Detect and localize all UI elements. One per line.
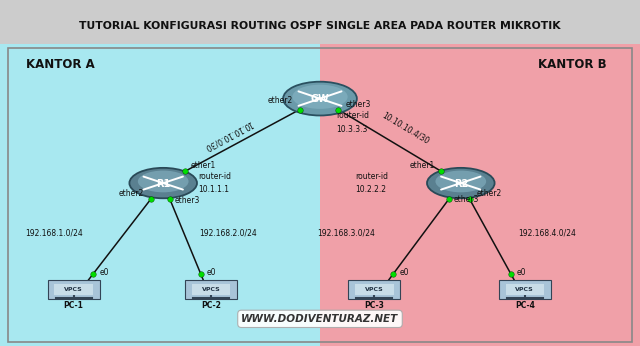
Text: 10.10.10.4/30: 10.10.10.4/30	[380, 110, 431, 145]
FancyBboxPatch shape	[186, 280, 237, 299]
Text: ether1: ether1	[190, 161, 216, 170]
Text: VPCS: VPCS	[202, 287, 221, 292]
Text: VPCS: VPCS	[64, 287, 83, 292]
Text: PC-3: PC-3	[364, 301, 385, 310]
Ellipse shape	[138, 171, 189, 192]
Text: ether2: ether2	[268, 96, 293, 105]
Text: KANTOR B: KANTOR B	[538, 58, 606, 71]
Text: ether1: ether1	[410, 161, 435, 170]
Text: VPCS: VPCS	[515, 287, 534, 292]
Text: 10.1.1.1: 10.1.1.1	[198, 185, 229, 194]
Text: ether3: ether3	[175, 196, 200, 205]
Text: R1: R1	[156, 179, 170, 189]
Ellipse shape	[129, 168, 197, 198]
Ellipse shape	[427, 168, 495, 198]
Text: PC-2: PC-2	[201, 301, 221, 310]
Text: TUTORIAL KONFIGURASI ROUTING OSPF SINGLE AREA PADA ROUTER MIKROTIK: TUTORIAL KONFIGURASI ROUTING OSPF SINGLE…	[79, 21, 561, 31]
Text: ether2: ether2	[119, 189, 144, 198]
FancyBboxPatch shape	[355, 284, 394, 295]
FancyBboxPatch shape	[192, 284, 230, 295]
Text: 192.168.4.0/24: 192.168.4.0/24	[518, 228, 576, 237]
Text: 10.3.3.3: 10.3.3.3	[336, 125, 367, 134]
Text: R2: R2	[454, 179, 468, 189]
Text: ether2: ether2	[476, 189, 501, 198]
Text: router-id: router-id	[336, 111, 369, 120]
Text: WWW.DODIVENTURAZ.NET: WWW.DODIVENTURAZ.NET	[241, 314, 399, 324]
Text: e0: e0	[400, 268, 410, 277]
Text: KANTOR A: KANTOR A	[26, 58, 94, 71]
FancyBboxPatch shape	[499, 280, 550, 299]
Bar	[0, 44, 320, 346]
FancyBboxPatch shape	[506, 284, 544, 295]
Text: GW: GW	[310, 94, 330, 104]
Text: VPCS: VPCS	[365, 287, 384, 292]
Text: e0: e0	[517, 268, 527, 277]
Bar	[320, 44, 640, 346]
Text: e0: e0	[100, 268, 109, 277]
FancyBboxPatch shape	[349, 280, 401, 299]
Text: 10.10.10.0/30: 10.10.10.0/30	[202, 119, 253, 152]
Text: 10.2.2.2: 10.2.2.2	[355, 185, 386, 194]
Ellipse shape	[435, 171, 486, 192]
Text: ether3: ether3	[454, 195, 479, 204]
Text: PC-4: PC-4	[515, 301, 535, 310]
Ellipse shape	[292, 85, 348, 109]
Text: router-id: router-id	[355, 172, 388, 181]
FancyBboxPatch shape	[48, 280, 100, 299]
Text: 192.168.2.0/24: 192.168.2.0/24	[200, 228, 257, 237]
FancyBboxPatch shape	[54, 284, 93, 295]
Text: PC-1: PC-1	[63, 301, 84, 310]
Ellipse shape	[283, 82, 357, 116]
Text: ether3: ether3	[346, 100, 371, 109]
Text: router-id: router-id	[198, 172, 232, 181]
Text: 192.168.1.0/24: 192.168.1.0/24	[26, 228, 83, 237]
Text: e0: e0	[207, 268, 216, 277]
Text: 192.168.3.0/24: 192.168.3.0/24	[317, 228, 374, 237]
